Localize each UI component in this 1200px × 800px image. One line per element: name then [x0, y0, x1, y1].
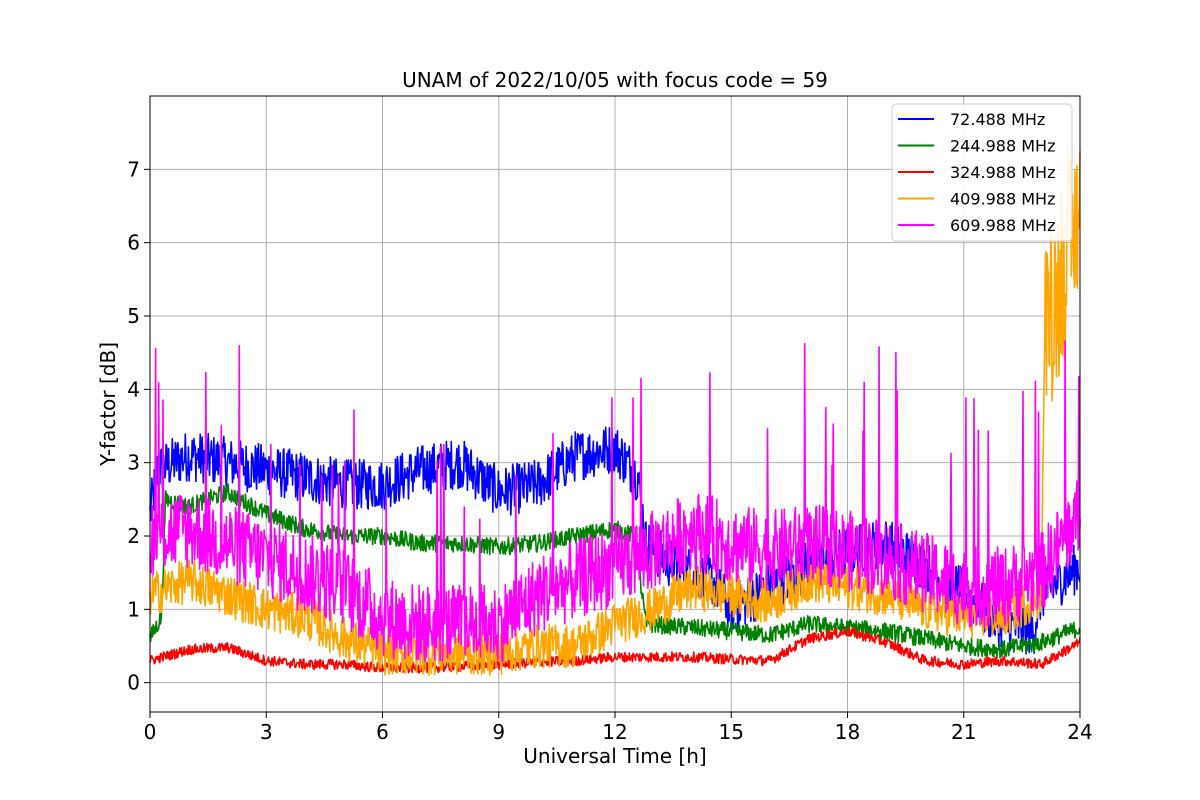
x-tick-label: 12 [602, 720, 627, 744]
y-tick-label: 7 [127, 157, 140, 181]
x-tick-label: 9 [492, 720, 505, 744]
x-tick-label: 0 [144, 720, 157, 744]
series-line [149, 340, 1081, 663]
y-axis-label: Y-factor [dB] [96, 342, 120, 467]
legend-label: 72.488 MHz [950, 110, 1045, 129]
series-group [149, 150, 1081, 676]
x-tick-label: 3 [260, 720, 273, 744]
chart-title: UNAM of 2022/10/05 with focus code = 59 [402, 68, 828, 92]
legend-label: 409.988 MHz [950, 190, 1055, 209]
series-line [149, 483, 1081, 659]
y-tick-label: 4 [127, 377, 140, 401]
x-axis-label: Universal Time [h] [523, 744, 706, 768]
y-tick-label: 6 [127, 231, 140, 255]
x-tick-label: 6 [376, 720, 389, 744]
y-tick-label: 2 [127, 524, 140, 548]
x-tick-label: 18 [835, 720, 860, 744]
legend-label: 244.988 MHz [950, 137, 1055, 156]
legend-label: 609.988 MHz [950, 216, 1055, 235]
series-line [149, 626, 1081, 674]
legend-box [891, 103, 1073, 242]
y-tick-label: 5 [127, 304, 140, 328]
legend: 72.488 MHz 244.988 MHz 324.988 MHz 409.988 … [891, 103, 1073, 242]
x-tick-label: 24 [1067, 720, 1092, 744]
legend-label: 324.988 MHz [950, 163, 1055, 182]
x-tick-label: 21 [951, 720, 976, 744]
y-tick-label: 1 [127, 597, 140, 621]
x-tick-label: 15 [719, 720, 744, 744]
y-tick-label: 3 [127, 451, 140, 475]
y-tick-label: 0 [127, 671, 140, 695]
